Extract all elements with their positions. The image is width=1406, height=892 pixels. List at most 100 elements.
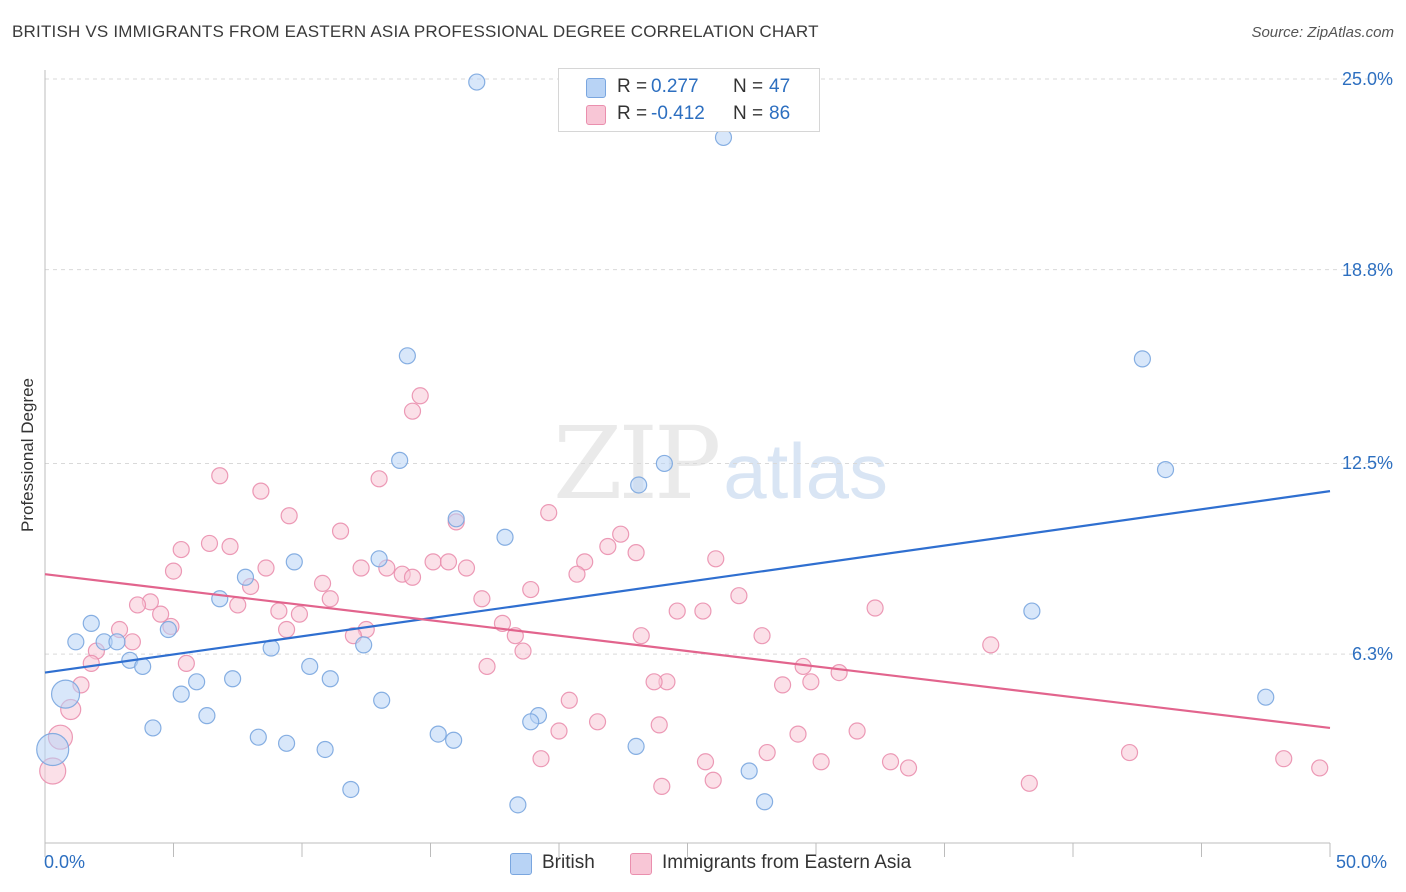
british-point: [447, 510, 465, 528]
british-point: [373, 691, 391, 709]
british-point: [316, 740, 334, 759]
british-point: [236, 568, 255, 586]
eastern-asia-point: [221, 537, 239, 556]
legend-n-label: N =: [733, 76, 764, 97]
eastern-asia-point: [370, 470, 388, 488]
british-point: [391, 451, 409, 469]
legend-n-label: N =: [733, 103, 764, 124]
eastern-asia-point: [439, 553, 458, 571]
eastern-asia-point: [290, 605, 309, 623]
british-point: [740, 762, 758, 780]
british-point: [211, 590, 229, 608]
legend-r-label: R =: [617, 76, 648, 97]
eastern-asia-point: [1020, 774, 1038, 792]
british-point: [496, 528, 514, 546]
eastern-asia-point: [627, 544, 645, 562]
eastern-asia-point: [707, 550, 725, 568]
eastern-asia-point: [645, 673, 663, 691]
british-point: [108, 633, 126, 651]
british-point: [1133, 350, 1151, 368]
grid-lines: [45, 78, 1392, 655]
eastern-asia-point: [753, 627, 771, 645]
eastern-asia-point: [550, 722, 568, 740]
eastern-asia-point: [812, 753, 830, 771]
y-tick-label: 12.5%: [1341, 453, 1393, 474]
eastern-asia-point: [313, 574, 332, 592]
british-point: [655, 454, 673, 473]
eastern-asia-point: [211, 467, 229, 485]
legend-r-label: R =: [617, 103, 648, 124]
eastern-asia-point: [568, 565, 586, 583]
british-point: [445, 731, 463, 749]
british-point: [429, 725, 447, 743]
eastern-asia-point: [280, 507, 298, 525]
british-point: [172, 685, 190, 703]
data-points: [36, 73, 1329, 814]
eastern-asia-point: [403, 402, 422, 420]
british-point: [50, 679, 81, 709]
british-point: [355, 636, 373, 654]
british-point: [188, 673, 206, 691]
british-point: [398, 347, 416, 365]
eastern-asia-point: [560, 691, 578, 709]
legend-row-british: R = 0.277 N = 47: [559, 73, 819, 101]
british-trend-line: [44, 490, 1331, 674]
british-point: [301, 657, 319, 676]
y-tick-label: 18.8%: [1341, 259, 1393, 280]
british-point: [1156, 461, 1175, 479]
eastern-asia-point: [866, 599, 884, 617]
series-swatch-british: [510, 853, 532, 875]
eastern-asia-point: [457, 559, 476, 577]
eastern-asia-point: [123, 633, 141, 651]
eastern-asia-point: [411, 387, 429, 405]
british-point: [321, 670, 339, 688]
eastern-asia-point: [532, 750, 550, 768]
eastern-asia-point: [789, 725, 807, 743]
eastern-asia-point: [522, 580, 540, 599]
eastern-asia-point: [848, 722, 866, 740]
eastern-asia-point: [331, 522, 350, 540]
eastern-asia-point: [612, 525, 630, 543]
eastern-asia-point: [321, 590, 339, 608]
legend-r-value: 0.277: [651, 76, 699, 97]
eastern-asia-point: [172, 540, 190, 559]
eastern-asia-point: [696, 753, 715, 771]
british-point: [67, 633, 85, 651]
british-point: [468, 73, 486, 91]
british-point: [755, 793, 774, 811]
british-point: [82, 614, 100, 632]
eastern-asia-point: [1311, 759, 1329, 777]
british-point: [370, 550, 388, 568]
legend-swatch-eastern-asia: [586, 105, 606, 125]
british-point: [159, 620, 177, 639]
eastern-asia-trend-line: [44, 573, 1331, 730]
eastern-asia-point: [540, 504, 558, 522]
eastern-asia-point: [514, 642, 532, 660]
british-point: [342, 780, 360, 799]
eastern-asia-point: [177, 654, 195, 672]
legend-n-value: 86: [769, 103, 791, 124]
series-label-eastern-asia: Immigrants from Eastern Asia: [662, 852, 912, 873]
eastern-asia-point: [830, 663, 848, 682]
eastern-asia-point: [257, 559, 275, 577]
chart-source: Source: ZipAtlas.com: [1251, 24, 1394, 41]
eastern-asia-point: [773, 676, 792, 694]
eastern-asia-point: [668, 602, 686, 620]
eastern-asia-point: [730, 587, 748, 605]
eastern-asia-point: [650, 716, 668, 734]
eastern-asia-point: [252, 482, 270, 500]
eastern-asia-point: [881, 753, 900, 771]
eastern-asia-point: [982, 636, 1000, 654]
eastern-asia-point: [478, 657, 496, 676]
eastern-asia-point: [200, 534, 219, 553]
british-point: [630, 476, 648, 494]
eastern-asia-point: [802, 673, 820, 691]
eastern-asia-point: [164, 562, 183, 580]
eastern-asia-point: [128, 596, 147, 614]
eastern-asia-point: [899, 759, 918, 777]
british-point: [627, 737, 645, 756]
chart-title: BRITISH VS IMMIGRANTS FROM EASTERN ASIA …: [12, 22, 819, 41]
eastern-asia-point: [270, 602, 288, 620]
eastern-asia-point: [758, 743, 776, 762]
